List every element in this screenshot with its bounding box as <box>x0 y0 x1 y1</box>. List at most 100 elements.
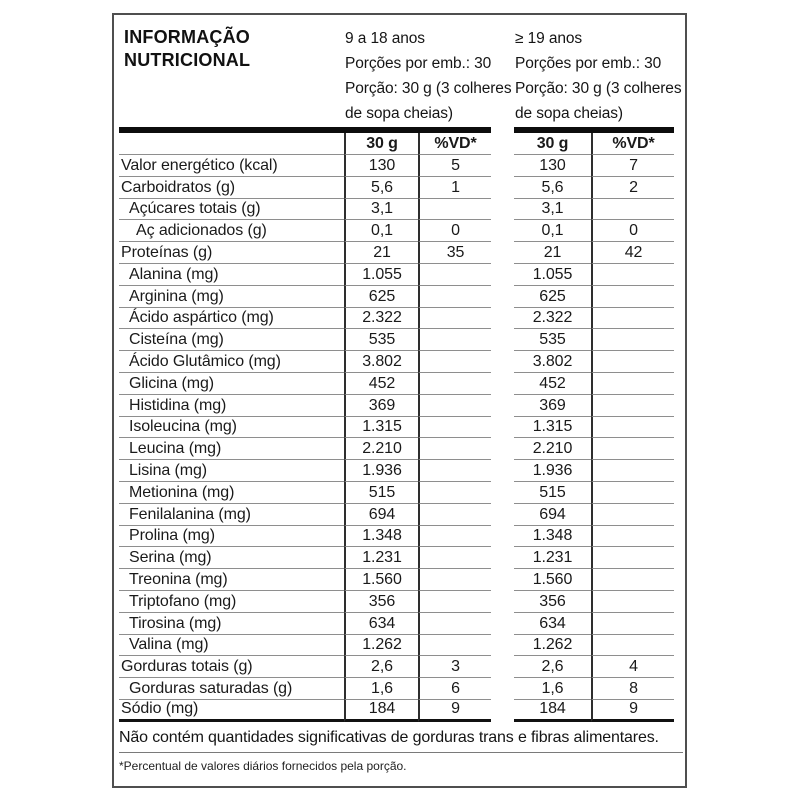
group2-dv: 8 <box>591 678 674 700</box>
group1-dv: 1 <box>418 176 491 199</box>
nutrient-name: Carboidratos (g) <box>119 177 344 199</box>
column-gap <box>491 177 514 199</box>
group1-amount: 452 <box>344 372 418 395</box>
group2-amount: 1.560 <box>514 569 591 591</box>
group2-amount: 1.231 <box>514 547 591 570</box>
group2-dv <box>591 460 674 482</box>
table-body: Valor energético (kcal) 130 5 130 7 Carboidra… <box>119 155 674 722</box>
nutrient-row: Histidina (mg) 369 369 <box>119 394 674 417</box>
group2-dv <box>591 547 674 570</box>
group1-amount: 1.315 <box>344 416 418 439</box>
group1-amount: 184 <box>344 699 418 722</box>
group2-dv <box>591 198 674 221</box>
group1-amount: 130 <box>344 155 418 177</box>
nutrition-table: 30 g %VD* 30 g %VD* Valor energético (kc… <box>119 133 674 722</box>
age-group-2-portion-line2: de sopa cheias) <box>515 105 623 122</box>
group1-amount: 2,6 <box>344 656 418 679</box>
nutrient-row: Gorduras totais (g) 2,6 3 2,6 4 <box>119 656 674 679</box>
group2-amount: 515 <box>514 482 591 504</box>
group2-dv <box>591 438 674 461</box>
nutrient-name: Proteínas (g) <box>119 242 344 264</box>
nutrient-row: Triptofano (mg) 356 356 <box>119 590 674 613</box>
group2-dv <box>591 569 674 591</box>
column-gap <box>491 526 514 548</box>
age-group-2-range: ≥ 19 anos <box>515 30 583 47</box>
column-gap <box>491 351 514 373</box>
group1-dv <box>418 481 491 504</box>
age-group-1-portion-line2: de sopa cheias) <box>345 105 453 122</box>
group2-dv <box>591 481 674 504</box>
group2-amount: 21 <box>514 242 591 264</box>
group2-dv <box>591 394 674 417</box>
column-gap <box>491 635 514 657</box>
nutrient-row: Valina (mg) 1.262 1.262 <box>119 634 674 657</box>
nutrient-name: Metionina (mg) <box>119 482 344 504</box>
column-gap <box>491 700 514 722</box>
age-group-2-header: ≥ 19 anos Porções por emb.: 30 Porção: 3… <box>515 26 682 126</box>
group2-amount: 3.802 <box>514 351 591 373</box>
group2-amount: 1.348 <box>514 526 591 548</box>
group1-dv <box>418 285 491 308</box>
group2-amount: 625 <box>514 286 591 308</box>
column-gap <box>491 504 514 526</box>
group1-dv <box>418 307 491 330</box>
nutrient-row: Ácido aspártico (mg) 2.322 2.322 <box>119 307 674 330</box>
group1-dv <box>418 416 491 439</box>
nutrient-name: Treonina (mg) <box>119 569 344 591</box>
group1-amount: 356 <box>344 590 418 613</box>
nutrient-row: Carboidratos (g) 5,6 1 5,6 2 <box>119 176 674 199</box>
group2-dv <box>591 590 674 613</box>
nutrient-row: Alanina (mg) 1.055 1.055 <box>119 263 674 286</box>
nutrient-name: Leucina (mg) <box>119 438 344 461</box>
group2-dv: 42 <box>591 242 674 264</box>
group1-amount: 1.348 <box>344 525 418 548</box>
nutrient-name: Isoleucina (mg) <box>119 417 344 439</box>
group2-dv <box>591 503 674 526</box>
group1-amount: 5,6 <box>344 176 418 199</box>
column-gap <box>491 569 514 591</box>
column-gap <box>491 591 514 613</box>
panel-title-line1: INFORMAÇÃO <box>124 27 250 47</box>
group1-amount: 515 <box>344 481 418 504</box>
nutrient-row: Valor energético (kcal) 130 5 130 7 <box>119 155 674 177</box>
nutrient-name: Arginina (mg) <box>119 286 344 308</box>
divider-bar-left <box>119 127 491 133</box>
group2-dv <box>591 416 674 439</box>
group2-dv <box>591 372 674 395</box>
group2-dv <box>591 351 674 373</box>
group2-dv <box>591 307 674 330</box>
nutrient-row: Açúcares totais (g) 3,1 3,1 <box>119 198 674 221</box>
nutrient-name: Tirosina (mg) <box>119 613 344 635</box>
group1-dv <box>418 590 491 613</box>
column-gap <box>491 329 514 351</box>
age-group-2-portion-line1: Porção: 30 g (3 colheres <box>515 80 682 97</box>
nutrient-row: Isoleucina (mg) 1.315 1.315 <box>119 416 674 439</box>
group2-amount: 356 <box>514 591 591 613</box>
column-gap <box>491 373 514 395</box>
group1-amount: 2.322 <box>344 307 418 330</box>
group1-dv <box>418 329 491 352</box>
group2-amount: 2.322 <box>514 308 591 330</box>
group2-amount: 1.936 <box>514 460 591 482</box>
group2-dv-header: %VD* <box>591 133 674 155</box>
group1-dv <box>418 612 491 635</box>
group1-amount: 694 <box>344 503 418 526</box>
column-gap <box>491 482 514 504</box>
group1-dv <box>418 372 491 395</box>
group1-amount: 1.231 <box>344 547 418 570</box>
nutrient-name: Alanina (mg) <box>119 264 344 286</box>
group2-dv: 9 <box>591 699 674 722</box>
group1-amount: 0,1 <box>344 220 418 243</box>
column-gap <box>491 155 514 177</box>
group2-dv <box>591 612 674 635</box>
nutrient-row: Metionina (mg) 515 515 <box>119 481 674 504</box>
column-gap <box>491 656 514 678</box>
group1-amount: 634 <box>344 612 418 635</box>
group2-amount: 1.262 <box>514 635 591 657</box>
group2-dv <box>591 329 674 352</box>
group2-dv: 7 <box>591 155 674 177</box>
group1-dv <box>418 438 491 461</box>
nutrient-name: Serina (mg) <box>119 547 344 570</box>
group2-amount: 1.055 <box>514 264 591 286</box>
